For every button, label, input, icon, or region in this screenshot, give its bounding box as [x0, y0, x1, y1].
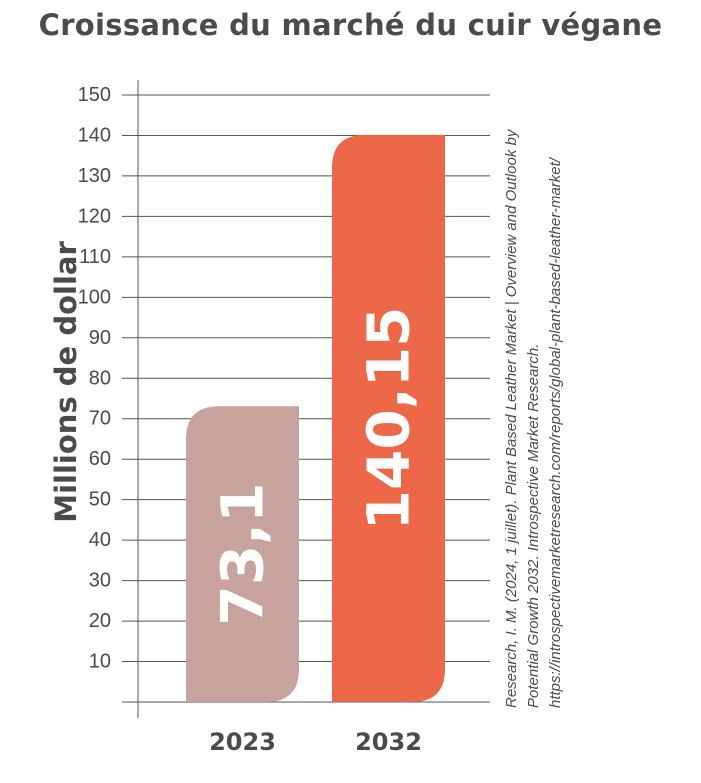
y-tick-label: 70 — [89, 408, 111, 430]
y-tick-label: 140 — [78, 124, 111, 146]
x-axis-labels: 2023 2032 — [209, 728, 422, 756]
x-tick-label: 2023 — [209, 728, 276, 756]
y-axis-ticks: 10 20 30 40 50 60 70 80 90 100 110 120 130 140 150 — [78, 84, 111, 673]
y-axis-label: Millions de dollar — [49, 241, 83, 523]
y-tick-label: 40 — [89, 529, 111, 551]
bars: 73,1 140,15 — [186, 134, 445, 702]
y-tick-label: 20 — [89, 610, 111, 632]
y-tick-label: 90 — [89, 327, 111, 349]
y-tick-label: 130 — [78, 165, 111, 187]
bar-2032 — [332, 134, 445, 702]
y-tick-label: 50 — [89, 489, 111, 511]
x-tick-label: 2032 — [355, 728, 422, 756]
y-tick-label: 120 — [78, 205, 111, 227]
y-tick-label: 60 — [89, 448, 111, 470]
data-label-2023: 73,1 — [209, 483, 277, 626]
y-tick-label: 80 — [89, 367, 111, 389]
source-note: Research, I. M. (2024, 1 juillet). Plant… — [503, 129, 564, 708]
y-tick-label: 30 — [89, 570, 111, 592]
bar-2023 — [186, 406, 299, 702]
chart-title: Croissance du marché du cuir végane — [38, 8, 663, 42]
y-tick-label: 150 — [78, 84, 111, 106]
y-tick-label: 110 — [79, 246, 111, 268]
y-tick-label: 100 — [78, 286, 111, 308]
y-tick-label: 10 — [89, 651, 111, 673]
data-label-2032: 140,15 — [355, 307, 423, 531]
